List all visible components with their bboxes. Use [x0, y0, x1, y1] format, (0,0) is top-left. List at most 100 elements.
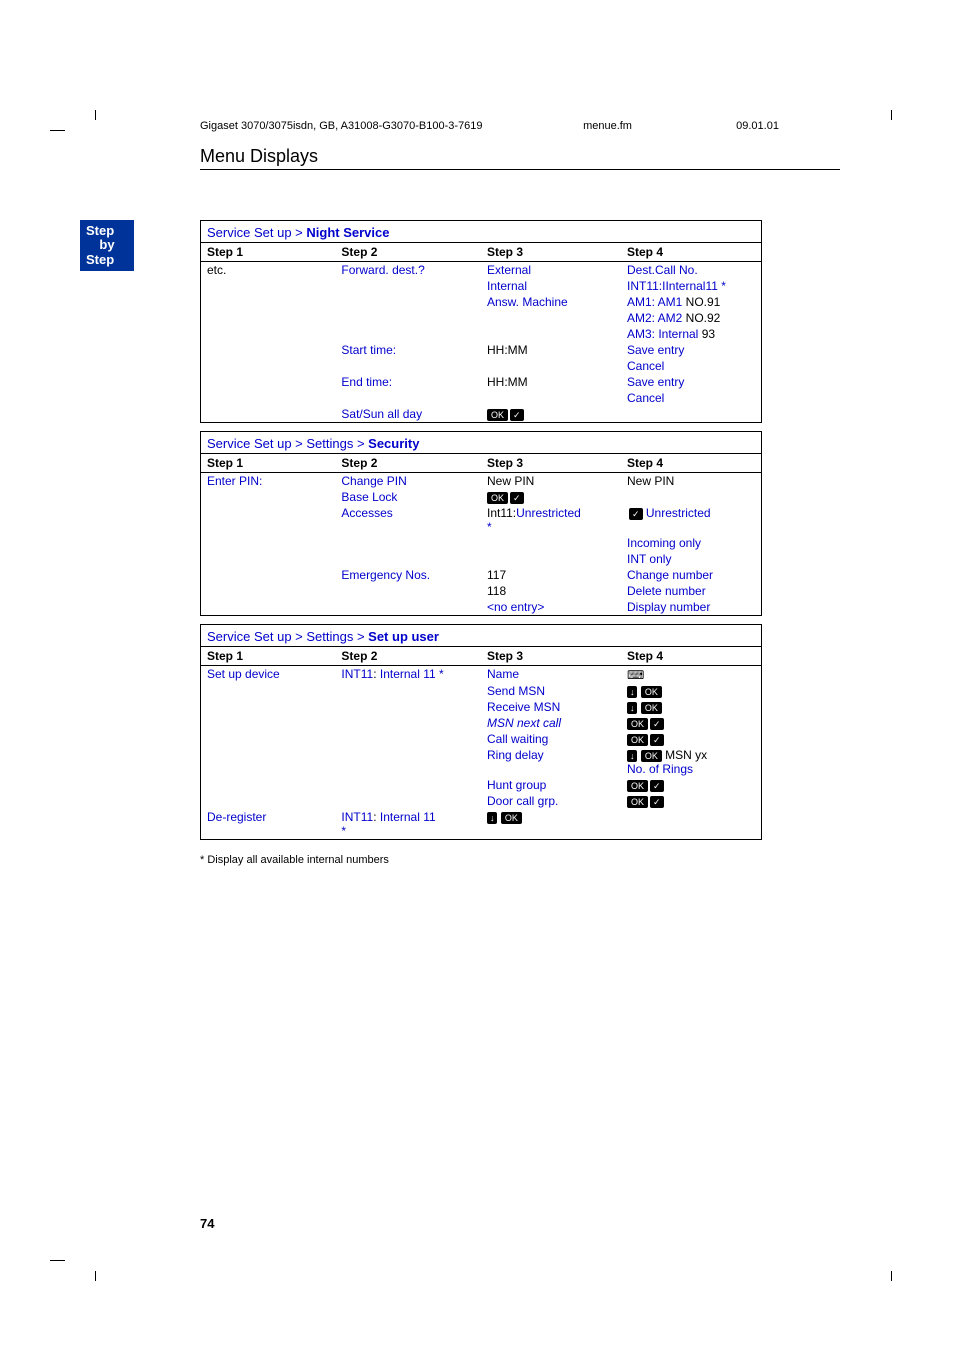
table-row: AM3: Internal 93 — [201, 326, 761, 342]
cell-step2 — [335, 683, 481, 699]
menu-block: Service Set up > Settings > SecurityStep… — [200, 431, 762, 616]
cell-step3: Internal — [481, 278, 621, 294]
cell-step3: Name — [481, 666, 621, 683]
table-header: Step 2 — [335, 454, 481, 473]
cell-step3: ↓ OK — [481, 809, 621, 839]
cell-step1: Set up device — [201, 666, 335, 683]
cell-step3: OK✓ — [481, 489, 621, 505]
cell-step3: HH:MM — [481, 342, 621, 358]
cell-step1 — [201, 489, 335, 505]
table-header-row: Step 1Step 2Step 3Step 4 — [201, 454, 761, 473]
cell-step1 — [201, 406, 335, 422]
cell-step3 — [481, 535, 621, 551]
table-row: Incoming only — [201, 535, 761, 551]
table-row: <no entry>Display number — [201, 599, 761, 615]
table-row: Hunt groupOK✓ — [201, 777, 761, 793]
cell-step3: Receive MSN — [481, 699, 621, 715]
cell-step2: Accesses — [335, 505, 481, 535]
cell-step4: Save entry — [621, 342, 761, 358]
cell-step4 — [621, 406, 761, 422]
cell-step1 — [201, 374, 335, 390]
cell-step2 — [335, 390, 481, 406]
section-title: Menu Displays — [200, 146, 840, 170]
cell-step1: Enter PIN: — [201, 473, 335, 490]
cell-step2: INT11: Internal 11* — [335, 809, 481, 839]
cell-step4: OK✓ — [621, 731, 761, 747]
cell-step4: INT11:IInternal11 * — [621, 278, 761, 294]
cell-step1 — [201, 777, 335, 793]
step-line2: by — [86, 238, 128, 252]
cell-step2 — [335, 294, 481, 310]
file-name: menue.fm — [583, 120, 733, 132]
table-row: MSN next callOK✓ — [201, 715, 761, 731]
table-row: Start time:HH:MMSave entry — [201, 342, 761, 358]
table-header: Step 3 — [481, 243, 621, 262]
doc-id: Gigaset 3070/3075isdn, GB, A31008-G3070-… — [200, 120, 580, 132]
cell-step1 — [201, 599, 335, 615]
cell-step2 — [335, 777, 481, 793]
table-header: Step 4 — [621, 243, 761, 262]
cell-step1: De-register — [201, 809, 335, 839]
table-row: Ring delay↓ OK MSN yxNo. of Rings — [201, 747, 761, 777]
menu-block: Service Set up > Settings > Set up userS… — [200, 624, 762, 840]
table-header-row: Step 1Step 2Step 3Step 4 — [201, 243, 761, 262]
table-header: Step 4 — [621, 647, 761, 666]
cell-step1 — [201, 731, 335, 747]
table-row: Receive MSN↓ OK — [201, 699, 761, 715]
table-row: InternalINT11:IInternal11 * — [201, 278, 761, 294]
cell-step4: OK✓ — [621, 715, 761, 731]
cell-step4: AM2: AM2 NO.92 — [621, 310, 761, 326]
cell-step3: Call waiting — [481, 731, 621, 747]
cell-step1 — [201, 551, 335, 567]
cell-step1 — [201, 583, 335, 599]
table-row: INT only — [201, 551, 761, 567]
cell-step4: Display number — [621, 599, 761, 615]
table-row: End time:HH:MMSave entry — [201, 374, 761, 390]
cell-step3 — [481, 390, 621, 406]
cell-step4: ✓ Unrestricted — [621, 505, 761, 535]
cell-step3: New PIN — [481, 473, 621, 490]
menu-table: Step 1Step 2Step 3Step 4etc.Forward. des… — [201, 242, 761, 422]
cell-step2 — [335, 583, 481, 599]
cell-step3 — [481, 310, 621, 326]
cell-step1 — [201, 567, 335, 583]
table-header: Step 2 — [335, 647, 481, 666]
table-header: Step 3 — [481, 454, 621, 473]
cell-step1 — [201, 294, 335, 310]
cell-step4: Save entry — [621, 374, 761, 390]
cell-step2 — [335, 731, 481, 747]
cell-step2: Sat/Sun all day — [335, 406, 481, 422]
cell-step2 — [335, 715, 481, 731]
cell-step4: OK✓ — [621, 777, 761, 793]
cell-step2 — [335, 699, 481, 715]
cell-step4: Dest.Call No. — [621, 262, 761, 279]
cell-step4: ↓ OK — [621, 683, 761, 699]
cell-step1 — [201, 390, 335, 406]
cell-step4: Cancel — [621, 358, 761, 374]
cell-step4: OK✓ — [621, 793, 761, 809]
cell-step1 — [201, 326, 335, 342]
table-header: Step 3 — [481, 647, 621, 666]
cell-step1: etc. — [201, 262, 335, 279]
cell-step3: 118 — [481, 583, 621, 599]
cell-step3 — [481, 358, 621, 374]
table-header: Step 2 — [335, 243, 481, 262]
cell-step2: INT11: Internal 11 * — [335, 666, 481, 683]
table-row: Cancel — [201, 390, 761, 406]
menu-block-title: Service Set up > Night Service — [201, 221, 761, 242]
cell-step1 — [201, 683, 335, 699]
cell-step2: Base Lock — [335, 489, 481, 505]
cell-step3: External — [481, 262, 621, 279]
cell-step2 — [335, 278, 481, 294]
cell-step1 — [201, 358, 335, 374]
step-badge: Step by Step — [80, 220, 134, 271]
table-header: Step 1 — [201, 647, 335, 666]
cell-step3: Answ. Machine — [481, 294, 621, 310]
cell-step2: Start time: — [335, 342, 481, 358]
table-header: Step 1 — [201, 243, 335, 262]
cell-step3 — [481, 326, 621, 342]
cell-step3: HH:MM — [481, 374, 621, 390]
step-line1: Step — [86, 224, 128, 238]
cell-step3: Send MSN — [481, 683, 621, 699]
cell-step1 — [201, 699, 335, 715]
